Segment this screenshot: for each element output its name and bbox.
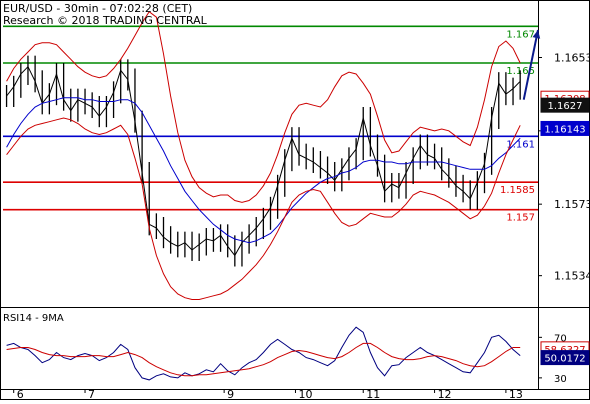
rsi-title: RSI14 - 9MA xyxy=(3,313,64,324)
price-badge-1 xyxy=(540,97,590,113)
level-label-4: 1.157 xyxy=(506,213,535,224)
price-ytick-label-2: 1.1573 xyxy=(554,198,590,211)
rsi-ytick-label-0: 70 xyxy=(554,333,567,344)
xtick-label-0: 6 xyxy=(17,388,24,400)
level-label-3: 1.1585 xyxy=(500,185,535,196)
xtick-label-2: 9 xyxy=(227,388,234,400)
price-badge-label-2: 1.16143 xyxy=(544,124,585,135)
xtick-label-1: 7 xyxy=(88,388,95,400)
rsi-line-0 xyxy=(6,326,521,381)
xtick-label-4: 11 xyxy=(366,388,380,400)
xtick-label-6: 13 xyxy=(509,388,523,400)
price-ytick-label-0: 1.1653 xyxy=(554,52,590,65)
rsi-badge-1 xyxy=(540,350,590,366)
xtick-label-5: 12 xyxy=(438,388,452,400)
chart-credit: Research © 2018 TRADING CENTRAL xyxy=(3,14,207,27)
rsi-badge-label-1: 50.0172 xyxy=(544,354,585,365)
forecast-arrow-shaft xyxy=(522,29,539,100)
chart-title: EUR/USD - 30min - 07:02:28 (CET) xyxy=(3,2,193,15)
price-line xyxy=(6,65,521,257)
price-badge-2 xyxy=(540,120,590,136)
xtick-label-3: 10 xyxy=(298,388,312,400)
price-series-group xyxy=(5,10,521,300)
indicator-line-1 xyxy=(6,97,521,244)
forecast-arrow-head xyxy=(532,30,541,39)
rsi-ytick-label-1: 30 xyxy=(554,374,567,385)
level-label-2: 1.161 xyxy=(506,139,535,150)
indicator-line-2 xyxy=(6,10,521,203)
price-badge-label-1: 1.1627 xyxy=(548,101,583,112)
rsi-series-group xyxy=(6,326,521,381)
price-ytick-label-3: 1.1534 xyxy=(554,270,590,283)
level-label-0: 1.167 xyxy=(506,29,535,40)
rsi-line-1 xyxy=(6,342,521,377)
indicator-line-3 xyxy=(6,117,521,300)
